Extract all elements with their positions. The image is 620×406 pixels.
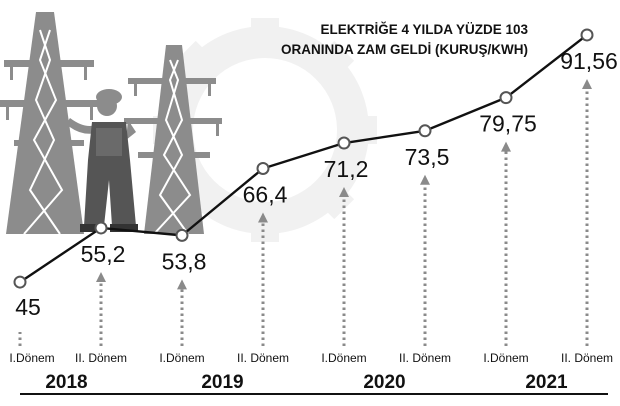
data-point bbox=[580, 28, 594, 42]
value-label: 45 bbox=[15, 294, 41, 320]
value-arrow-head bbox=[177, 279, 187, 290]
value-label: 91,56 bbox=[560, 48, 618, 74]
period-label: II. Dönem bbox=[237, 351, 289, 365]
value-label: 79,75 bbox=[479, 111, 537, 137]
period-label: II. Dönem bbox=[75, 351, 127, 365]
chart-title-line-2: ORANINDA ZAM GELDİ (KURUŞ/KWH) bbox=[281, 42, 528, 57]
value-label: 71,2 bbox=[324, 156, 369, 182]
period-label: II. Dönem bbox=[561, 351, 613, 365]
period-label: I.Dönem bbox=[159, 351, 204, 365]
data-point bbox=[256, 161, 270, 175]
period-label: II. Dönem bbox=[399, 351, 451, 365]
value-label: 66,4 bbox=[243, 181, 288, 207]
data-point bbox=[337, 136, 351, 150]
value-arrow-head bbox=[339, 187, 349, 198]
value-label: 55,2 bbox=[81, 241, 126, 267]
data-point bbox=[13, 275, 27, 289]
year-label: 2021 bbox=[525, 372, 568, 393]
pylon-lattice bbox=[23, 29, 64, 235]
data-point bbox=[175, 228, 189, 242]
period-label: I.Dönem bbox=[321, 351, 366, 365]
arrows-layer bbox=[18, 78, 592, 346]
value-arrow-head bbox=[258, 212, 268, 223]
period-label: I.Dönem bbox=[483, 351, 528, 365]
worker-figure-icon bbox=[66, 89, 138, 232]
period-label: I.Dönem bbox=[9, 351, 54, 365]
value-arrow-head bbox=[582, 78, 592, 89]
year-label: 2020 bbox=[363, 372, 405, 393]
labels-layer: 45 55,2 53,8 66,4 71,2 73,5 79,75 91,56 I.Dönem I… bbox=[9, 48, 617, 393]
value-arrow-head bbox=[96, 271, 106, 282]
value-label: 73,5 bbox=[405, 144, 450, 170]
series-layer bbox=[13, 28, 594, 289]
value-arrow-head bbox=[501, 141, 511, 152]
data-point bbox=[418, 124, 432, 138]
chart-title-line-1: ELEKTRİĞE 4 YILDA YÜZDE 103 bbox=[320, 22, 528, 37]
year-label: 2018 bbox=[45, 372, 87, 393]
series-line bbox=[19, 34, 588, 284]
value-label: 53,8 bbox=[162, 248, 207, 274]
data-point bbox=[499, 91, 513, 105]
data-point bbox=[94, 221, 108, 235]
power-pylon-icon bbox=[0, 12, 100, 234]
value-arrow-head bbox=[420, 174, 430, 185]
year-label: 2019 bbox=[201, 372, 243, 393]
pylon-lattice bbox=[153, 59, 192, 235]
chart-title: ELEKTRİĞE 4 YILDA YÜZDE 103 ORANINDA ZAM… bbox=[198, 20, 528, 60]
